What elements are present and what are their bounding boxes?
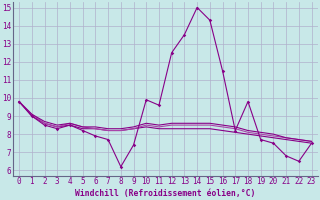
X-axis label: Windchill (Refroidissement éolien,°C): Windchill (Refroidissement éolien,°C) [75, 189, 255, 198]
